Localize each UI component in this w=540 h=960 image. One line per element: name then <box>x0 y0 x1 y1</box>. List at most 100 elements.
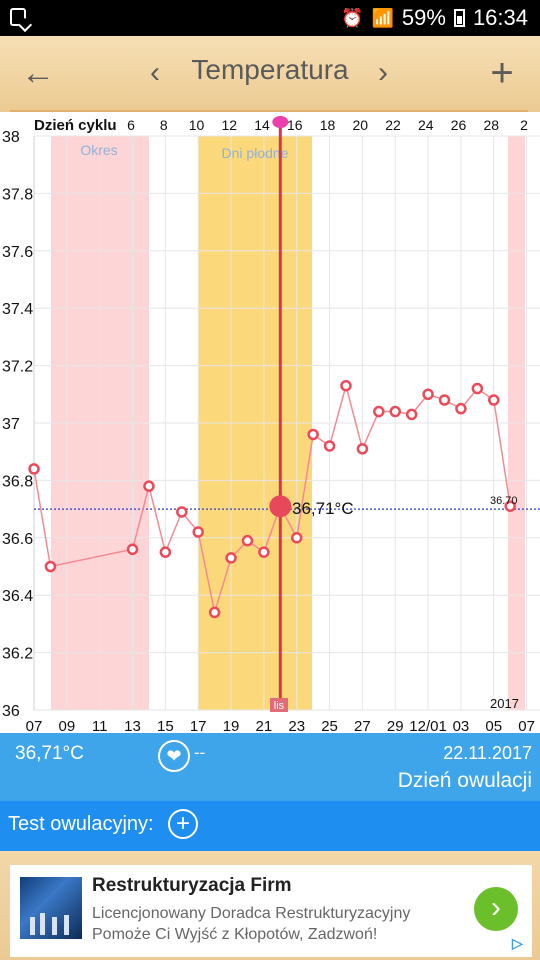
year-label: 2017 <box>490 696 519 711</box>
toolbar: ← ‹ Temperatura › + <box>0 36 540 112</box>
temperature-series <box>28 116 540 710</box>
temperature-point <box>356 443 369 455</box>
cycle-day-tick: 16 <box>287 117 303 133</box>
date-tick-label: 15 <box>157 718 174 733</box>
cycle-day-tick: 12 <box>221 117 237 133</box>
temperature-point <box>307 428 319 441</box>
temperature-point <box>455 402 467 415</box>
y-tick-label: 36.4 <box>2 588 33 605</box>
date-tick-label: 07 <box>26 718 43 733</box>
y-tick-label: 36 <box>2 703 20 720</box>
selected-temp-label: 36,71°C <box>292 499 354 518</box>
temperature-point <box>225 552 237 564</box>
ad-image <box>20 877 82 939</box>
date-tick-label: 13 <box>124 718 141 733</box>
chart-grid <box>33 135 540 711</box>
ad-title: Restrukturyzacja Firm <box>92 875 292 896</box>
date-tick-label: 11 <box>92 718 108 733</box>
period-label: Okres <box>80 142 117 158</box>
ovulation-test-label: Test owulacyjny: <box>8 813 154 835</box>
date-tick-label: 27 <box>354 718 371 733</box>
cycle-day-tick: 20 <box>352 117 368 133</box>
fertile-days-label: Dni płodne <box>222 145 289 161</box>
temperature-point <box>504 500 516 512</box>
battery-percent: 59% <box>401 5 446 30</box>
temperature-chart[interactable]: Dzień cyklu 6 8 10 12 14 16 18 20 22 24 26 28 2 38 37… <box>0 112 540 733</box>
ovulation-test-bar: Test owulacyjny: + <box>0 801 540 851</box>
temperature-point <box>159 546 172 558</box>
adchoices-icon[interactable]: ▷ <box>512 935 523 951</box>
battery-icon <box>453 9 465 27</box>
temperature-point <box>241 534 254 547</box>
temperature-point <box>208 606 221 619</box>
ovulation-marker-bg <box>270 698 288 712</box>
y-tick-label: 36.8 <box>2 473 33 490</box>
temperature-point <box>488 394 500 406</box>
cycle-day-tick: 10 <box>189 117 205 133</box>
wifi-icon: 📶 <box>371 7 394 28</box>
next-chevron-icon[interactable]: › <box>378 56 388 89</box>
cycle-day-tick: 28 <box>483 117 499 133</box>
temperature-point <box>389 405 401 418</box>
temperature-point <box>143 480 155 492</box>
temperature-point <box>28 463 40 475</box>
cycle-day-tick: 24 <box>418 117 434 133</box>
status-bar: ⏰ 📶 59% 16:34 <box>0 0 540 36</box>
temperature-point <box>405 408 418 421</box>
prev-chevron-icon[interactable]: ‹ <box>150 56 160 89</box>
date-tick-label: 03 <box>453 718 470 733</box>
back-arrow-icon[interactable]: ← <box>21 54 55 92</box>
heart-value: -- <box>194 743 206 762</box>
ad-go-arrow-icon[interactable]: › <box>474 887 518 931</box>
y-tick-label: 36.6 <box>2 531 33 548</box>
cycle-day-tick: 14 <box>254 117 270 133</box>
date-axis-ticks: 07 09 11 13 15 17 19 21 23 25 27 29 12/01 03 05 07 <box>26 718 535 733</box>
ad-line-1: Licencjonowany Doradca Restrukturyzacyjn… <box>92 905 411 922</box>
y-axis-ticks: 38 37.8 37.6 37.4 37.2 37 36.8 36.6 36.4 36.2 36 <box>2 129 33 720</box>
cycle-day-tick: 2 <box>520 117 528 133</box>
cycle-day-tick: 26 <box>451 117 467 133</box>
alarm-icon: ⏰ <box>341 7 364 28</box>
heart-icon[interactable]: ❤ <box>158 740 190 772</box>
temperature-point <box>176 506 188 518</box>
date-tick-label: 23 <box>288 718 305 733</box>
temperature-point <box>126 543 139 556</box>
cycle-day-tick: 6 <box>127 117 135 133</box>
add-button[interactable]: + <box>490 51 514 95</box>
temperature-point <box>373 405 385 418</box>
temperature-point <box>422 388 434 401</box>
date-tick-label: 21 <box>256 718 273 733</box>
temperature-point <box>44 560 57 573</box>
date-tick-label: 17 <box>190 718 207 733</box>
add-test-button[interactable]: + <box>168 809 198 839</box>
info-bar: 36,71°C ❤ -- 22.11.2017 Dzień owulacji <box>0 733 540 801</box>
cycle-day-ticks: 6 8 10 12 14 16 18 20 22 24 26 28 2 <box>127 117 528 133</box>
day-status: Dzień owulacji <box>397 769 532 792</box>
temperature-point <box>290 532 303 544</box>
y-tick-label: 37.4 <box>2 301 33 318</box>
cycle-day-tick: 22 <box>385 117 401 133</box>
ovulation-marker: lis <box>274 700 285 712</box>
y-tick-label: 37 <box>2 416 20 433</box>
date-tick-label: 25 <box>321 718 338 733</box>
temperature-point <box>192 526 204 538</box>
clock: 16:34 <box>472 5 528 30</box>
date-tick-label: 07 <box>518 718 535 733</box>
selected-date: 22.11.2017 <box>443 743 532 763</box>
y-tick-label: 37.2 <box>2 359 33 376</box>
date-tick-label: 19 <box>223 718 240 733</box>
date-tick-label: 12/01 <box>409 718 447 733</box>
temperature-point <box>438 394 451 406</box>
temperature-point <box>340 379 352 392</box>
cycle-day-tick: 8 <box>160 117 168 133</box>
selected-temperature: 36,71°C <box>15 743 84 764</box>
temperature-point <box>323 440 336 452</box>
status-right: ⏰ 📶 59% 16:34 <box>341 5 528 31</box>
coverline-value: 36.70 <box>490 495 518 507</box>
y-tick-label: 38 <box>2 129 20 146</box>
temperature-point <box>471 382 484 395</box>
date-tick-label: 09 <box>58 718 75 733</box>
ad-banner[interactable]: Restrukturyzacja Firm Licencjonowany Dor… <box>10 865 532 957</box>
top-marker-dot <box>272 116 289 128</box>
ad-area: Restrukturyzacja Firm Licencjonowany Dor… <box>0 851 540 960</box>
